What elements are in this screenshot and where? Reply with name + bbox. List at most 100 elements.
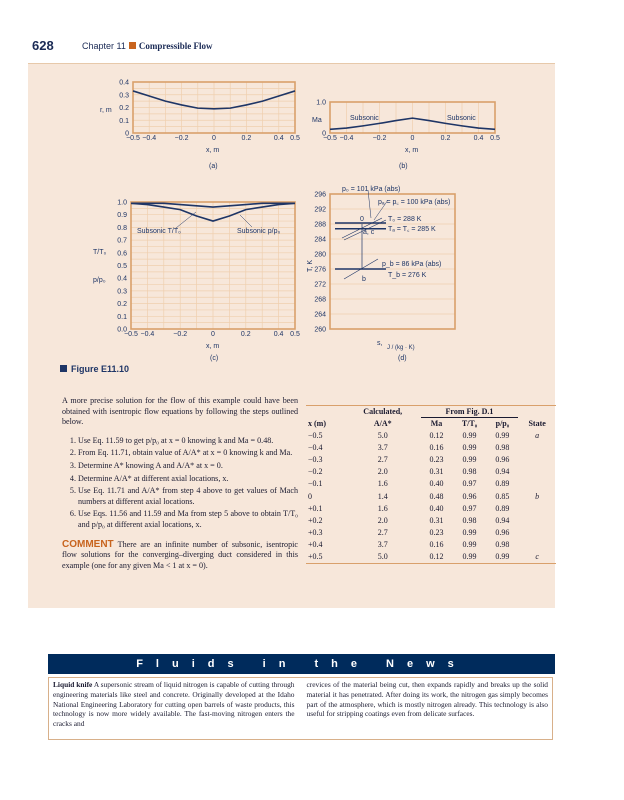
table-cell — [518, 514, 556, 526]
y-tick-label: 260 — [314, 327, 326, 334]
table-row: +0.3 2.7 0.23 0.99 0.96 — [306, 527, 556, 539]
y-tick-label: 280 — [314, 252, 326, 259]
y-tick-label: 0.9 — [117, 212, 127, 219]
x-tick-label: −0.5 — [124, 331, 138, 338]
x-tick-label: 0.2 — [241, 331, 251, 338]
x-tick-label: −0.5 — [323, 135, 337, 142]
plot-frame — [132, 81, 296, 134]
plot-a-xlabel: x, m — [206, 147, 219, 154]
y-tick-label: 0.2 — [117, 301, 127, 308]
x-tick-label: 0.4 — [474, 135, 484, 142]
table-cell — [518, 466, 556, 478]
plot-c-ylabel-T: T/T₀ — [93, 249, 106, 256]
table-cell: 0.99 — [495, 552, 510, 562]
column-header: T/T₀ — [461, 419, 478, 428]
table-cell: 0.96 — [462, 491, 477, 501]
table-cell: 5.0 — [377, 430, 388, 440]
table-cell: 1.6 — [377, 479, 388, 489]
y-tick-label: 0.1 — [117, 314, 127, 321]
series-line-r — [132, 90, 296, 110]
point-0: 0 — [360, 216, 364, 223]
isobar-pb — [343, 258, 379, 280]
table-cell: b — [535, 491, 540, 501]
comment-label: COMMENT — [62, 538, 114, 550]
table-cell: 2.7 — [377, 454, 388, 464]
table-cell: 0.23 — [429, 454, 444, 464]
step-item: Determine A/A* at different axial locati… — [78, 474, 298, 485]
table-cell: 2.0 — [377, 515, 388, 525]
comment-text: There are an infinite number of subsonic… — [62, 539, 298, 570]
table-cell: +0.3 — [308, 528, 323, 538]
label-pb: p_b = 86 kPa (abs) — [382, 261, 441, 268]
y-tick-label: 0.6 — [117, 250, 127, 257]
x-tick-label: −0.4 — [142, 135, 156, 142]
table-cell: +0.4 — [308, 540, 323, 550]
x-tick-label: −0.2 — [373, 135, 387, 142]
group-calculated: Calculated, — [363, 407, 403, 417]
plot-b-subsonic-right: Subsonic — [447, 115, 476, 122]
table-row: −0.4 3.7 0.16 0.99 0.98 — [306, 441, 556, 453]
plot-b-caption: (b) — [399, 163, 408, 170]
plot-c-ratios: 0.00.10.20.30.40.50.60.70.80.91.0−0.5 −0.… — [117, 200, 300, 339]
column-header: Ma — [430, 419, 443, 428]
table-cell — [518, 441, 556, 453]
point-b: b — [362, 276, 366, 283]
x-tick-label: −0.4 — [140, 331, 154, 338]
y-tick-label: 268 — [314, 297, 326, 304]
label-pa: pₐ = p꜀ = 100 kPa (abs) — [378, 199, 450, 206]
table-cell: 0.96 — [495, 454, 510, 464]
fluids-in-the-news-banner: Fluids in the News — [48, 654, 555, 674]
plot-c-label-p: Subsonic p/p₀ — [237, 228, 280, 235]
x-tick-label: 0.5 — [290, 135, 300, 142]
step-item: Determine A* knowing A and A/A* at x = 0… — [78, 461, 298, 472]
table-cell: c — [535, 552, 539, 562]
table-row: −0.1 1.6 0.40 0.97 0.89 — [306, 478, 556, 490]
series-line-T-T0 — [131, 202, 295, 208]
plot-d-xunit: J / (kg · K) — [387, 345, 415, 351]
page-number: 628 — [32, 38, 54, 53]
plot-d-ylabel: T, K — [307, 260, 314, 272]
news-text-1: A supersonic stream of liquid nitrogen i… — [53, 680, 295, 729]
table-cell — [518, 478, 556, 490]
y-tick-label: 0.3 — [117, 288, 127, 295]
table-cell: 2.0 — [377, 467, 388, 477]
plot-b-ylabel: Ma — [312, 117, 322, 124]
label-Tb: T_b = 276 K — [388, 272, 427, 279]
table-cell: 0.89 — [495, 479, 510, 489]
table-cell: 0.16 — [429, 442, 444, 452]
table-cell: +0.2 — [308, 515, 323, 525]
square-bullet-icon — [60, 365, 67, 372]
y-tick-label: 276 — [314, 267, 326, 274]
x-tick-label: 0 — [411, 135, 415, 142]
news-box: Liquid knife A supersonic stream of liqu… — [48, 677, 553, 740]
column-header: State — [528, 418, 546, 428]
table-cell: 0.99 — [462, 528, 477, 538]
column-header: A/A* — [373, 418, 392, 428]
y-tick-label: 272 — [314, 282, 326, 289]
plot-frame — [329, 193, 456, 330]
plot-a-radius: 0 0.1 0.2 0.3 0.4 −0.5 −0.4 −0.2 0 0.2 0.4 0.5 — [119, 80, 300, 143]
table-row: −0.3 2.7 0.23 0.99 0.96 — [306, 453, 556, 465]
table-cell: 3.7 — [377, 540, 388, 550]
plot-d-ts-diagram: 260 264 268 272 276 280 284 288 292 296 — [314, 189, 456, 334]
square-bullet-icon — [128, 42, 136, 49]
point-a-c: a, c — [363, 229, 375, 236]
table-cell: −0.4 — [308, 442, 323, 452]
comment-paragraph: COMMENT There are an infinite number of s… — [62, 539, 298, 572]
table-cell: 0.94 — [495, 515, 510, 525]
series-line-Ma — [329, 117, 496, 131]
isobar-pa — [343, 219, 387, 241]
table-row: −0.5 5.0 0.12 0.99 0.99 a — [306, 429, 556, 441]
table-cell: 0.99 — [462, 454, 477, 464]
table-row: −0.2 2.0 0.31 0.98 0.94 — [306, 466, 556, 478]
table-cell — [518, 539, 556, 551]
y-tick-label: 0.5 — [117, 263, 127, 270]
column-header: p/p₀ — [495, 419, 510, 428]
table-cell: 0.23 — [429, 528, 444, 538]
plot-d-caption: (d) — [398, 355, 407, 362]
x-tick-label: 0 — [211, 331, 215, 338]
table-cell: a — [535, 430, 540, 440]
table-cell: 0.99 — [462, 540, 477, 550]
table-cell: 0.98 — [495, 442, 510, 452]
x-tick-label: 0.5 — [290, 331, 300, 338]
